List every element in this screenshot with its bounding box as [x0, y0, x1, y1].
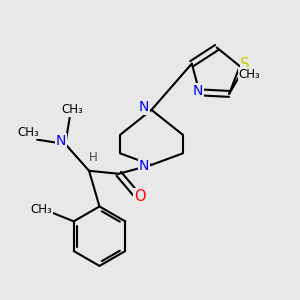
Text: N: N — [56, 134, 66, 148]
Text: CH₃: CH₃ — [17, 126, 39, 139]
Text: S: S — [240, 57, 250, 72]
Text: CH₃: CH₃ — [30, 203, 52, 216]
Text: CH₃: CH₃ — [238, 68, 260, 81]
Text: O: O — [134, 189, 146, 204]
Text: N: N — [193, 84, 203, 98]
Text: N: N — [139, 159, 149, 173]
Text: CH₃: CH₃ — [62, 103, 84, 116]
Text: H: H — [89, 151, 98, 164]
Text: N: N — [139, 100, 149, 114]
